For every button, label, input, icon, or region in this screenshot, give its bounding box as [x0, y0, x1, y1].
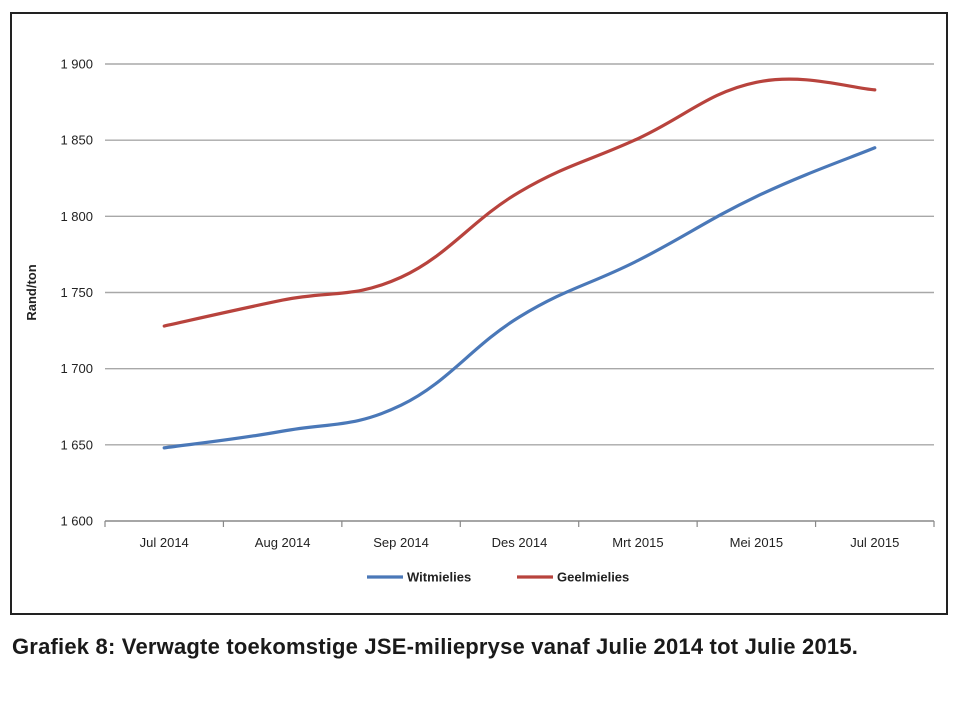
x-tick-label: Sep 2014 — [373, 535, 429, 550]
y-tick-label: 1 900 — [60, 57, 93, 72]
gridlines — [105, 63, 934, 522]
line-chart: 1 600 1 650 1 700 1 750 1 800 1 850 1 900 Jul 2… — [24, 57, 935, 585]
figure-caption: Grafiek 8: Verwagte toekomstige JSE-mili… — [12, 634, 859, 659]
legend-label-witmielies: Witmielies — [407, 570, 471, 585]
axes: 1 600 1 650 1 700 1 750 1 800 1 850 1 900 Jul 2… — [60, 57, 935, 550]
x-tick-label: Mrt 2015 — [612, 535, 663, 550]
legend: Witmielies Geelmielies — [367, 570, 629, 585]
x-tick-label: Des 2014 — [492, 535, 548, 550]
y-tick-label: 1 600 — [60, 514, 93, 529]
x-tick-label: Jul 2014 — [140, 535, 189, 550]
series-lines — [162, 77, 877, 450]
y-axis-label: Rand/ton — [24, 264, 39, 320]
y-tick-label: 1 800 — [60, 209, 93, 224]
x-tick-label: Jul 2015 — [850, 535, 899, 550]
y-tick-label: 1 850 — [60, 133, 93, 148]
y-tick-label: 1 650 — [60, 437, 93, 452]
y-tick-label: 1 750 — [60, 285, 93, 300]
chart-frame: 1 600 1 650 1 700 1 750 1 800 1 850 1 900 Jul 2… — [10, 12, 948, 615]
series-line-geelmielies — [162, 77, 877, 328]
series-line-witmielies — [162, 146, 877, 450]
y-tick-label: 1 700 — [60, 361, 93, 376]
legend-label-geelmielies: Geelmielies — [557, 570, 629, 585]
x-tick-label: Aug 2014 — [255, 535, 311, 550]
x-tick-label: Mei 2015 — [730, 535, 783, 550]
